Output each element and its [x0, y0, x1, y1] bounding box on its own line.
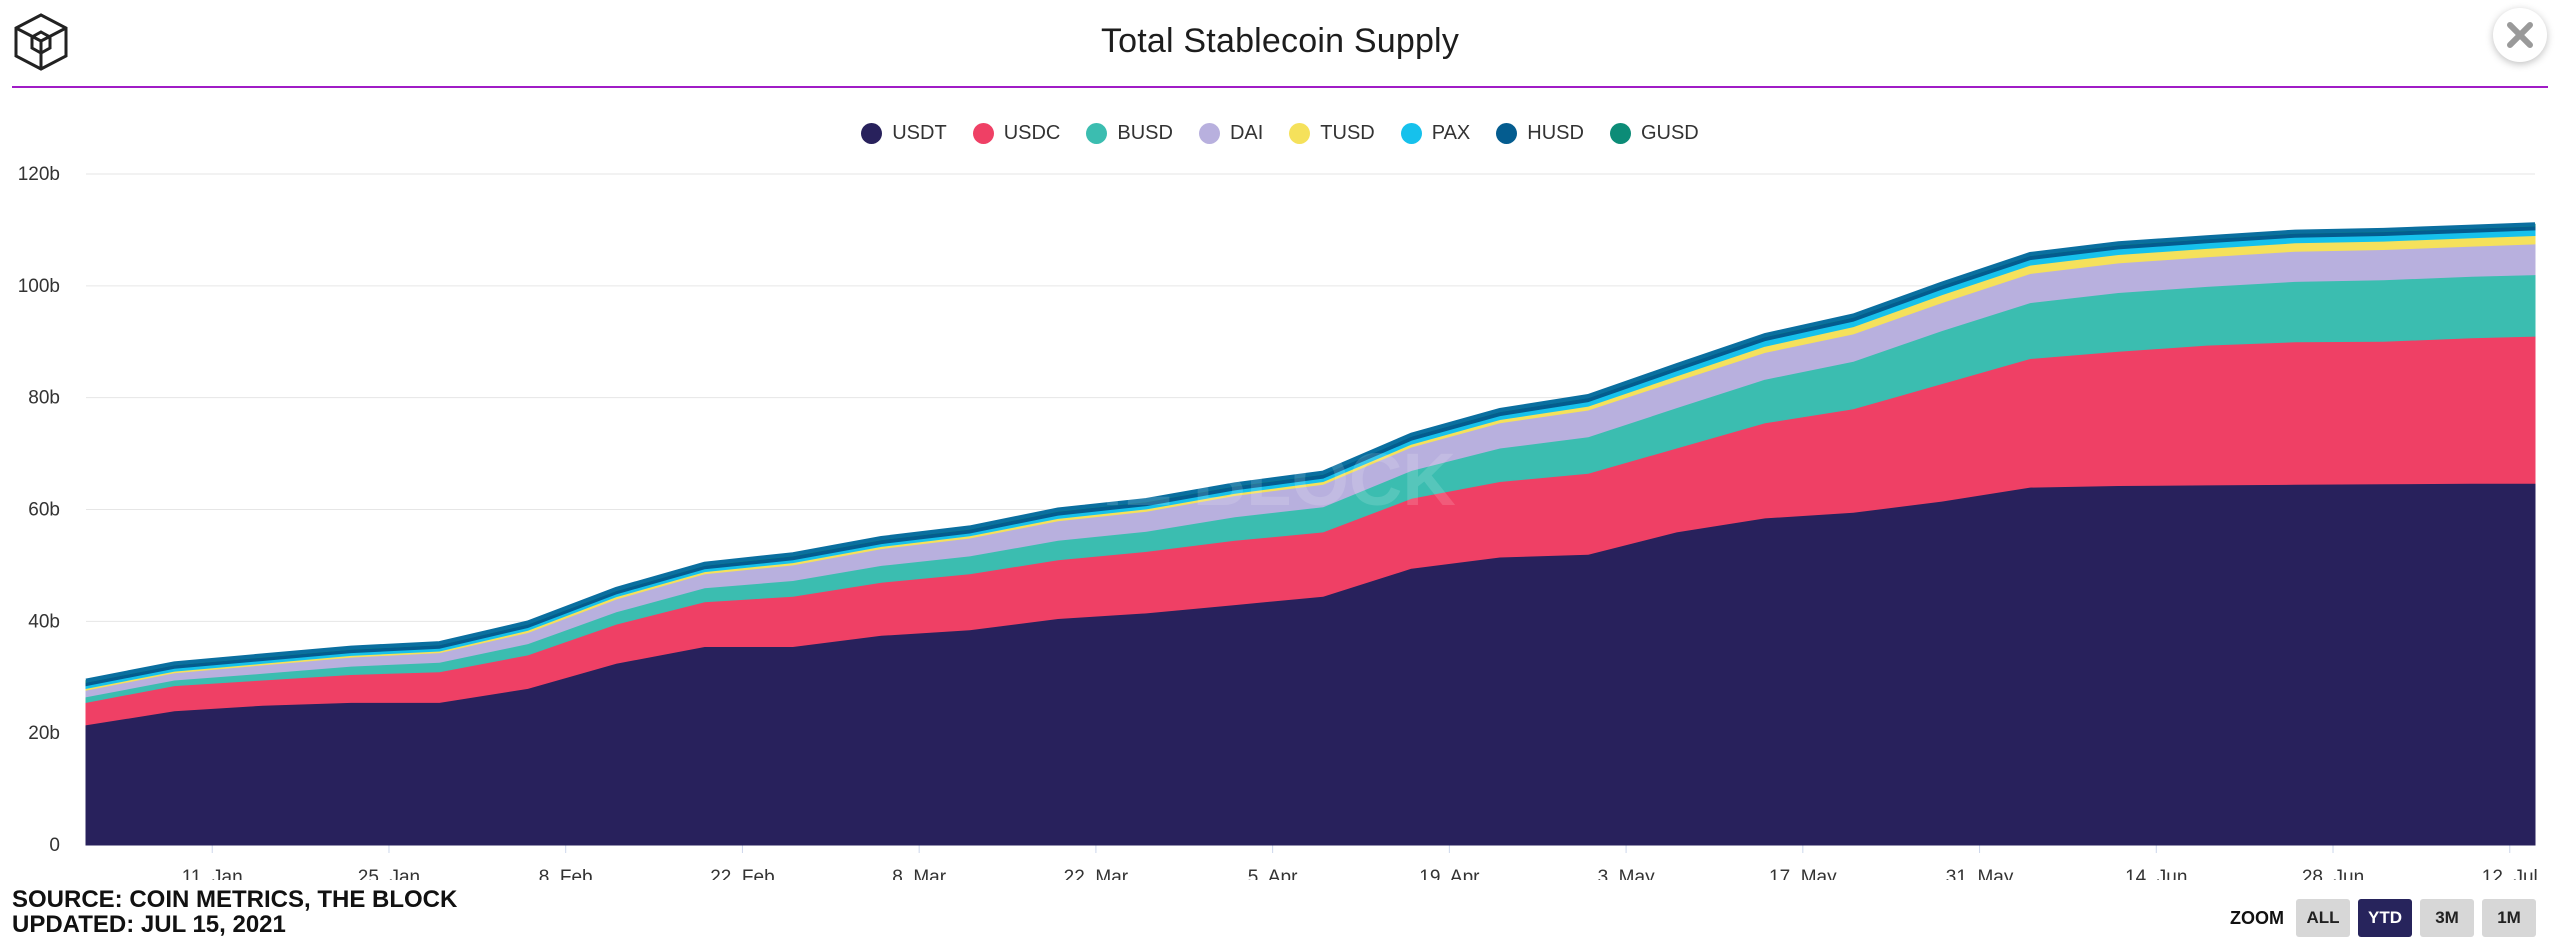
- y-tick-label: 40b: [28, 611, 60, 632]
- watermark-text: THE BLOCK: [1024, 438, 1456, 521]
- x-tick-label: 14. Jun: [2125, 867, 2187, 880]
- legend-label: USDC: [1003, 122, 1061, 144]
- header-divider: [12, 86, 2548, 88]
- legend-label: BUSD: [1117, 122, 1173, 144]
- legend-label: HUSD: [1527, 122, 1584, 144]
- x-tick-label: 25. Jan: [358, 867, 420, 880]
- x-tick-label: 3. May: [1598, 867, 1656, 880]
- page-title: Total Stablecoin Supply: [1100, 22, 1460, 60]
- legend-label: GUSD: [1640, 122, 1699, 144]
- legend-item-usdt[interactable]: USDT: [861, 122, 947, 145]
- legend-swatch: [1609, 123, 1631, 144]
- x-tick-label: 28. Jun: [2302, 867, 2364, 880]
- legend-swatch: [1496, 123, 1518, 144]
- legend-item-busd[interactable]: BUSD: [1086, 122, 1173, 145]
- legend-item-usdc[interactable]: USDC: [972, 122, 1061, 145]
- y-tick-label: 0: [49, 835, 60, 856]
- total-supply-line: [85, 222, 2536, 683]
- x-tick-label: 19. Apr: [1419, 867, 1480, 880]
- x-tick-label: 22. Feb: [710, 867, 774, 880]
- source-note: SOURCE: COIN METRICS, THE BLOCK UPDATED:…: [12, 887, 457, 937]
- x-tick-label: 17. May: [1769, 867, 1837, 880]
- zoom-all-button[interactable]: ALL: [2296, 899, 2350, 937]
- zoom-3m-button[interactable]: 3M: [2420, 899, 2474, 937]
- x-tick-label: 11. Jan: [182, 867, 243, 880]
- legend-item-pax[interactable]: PAX: [1400, 122, 1471, 145]
- y-tick-label: 60b: [28, 500, 60, 521]
- zoom-1m-button[interactable]: 1M: [2482, 899, 2536, 937]
- legend-swatch: [1198, 123, 1220, 144]
- source-text: SOURCE: COIN METRICS, THE BLOCK: [12, 886, 458, 913]
- y-tick-label: 80b: [28, 388, 60, 409]
- legend-swatch: [972, 123, 994, 144]
- x-tick-label: 8. Feb: [539, 867, 593, 880]
- close-x-icon: [2507, 22, 2533, 48]
- legend-item-dai[interactable]: DAI: [1198, 122, 1264, 145]
- y-tick-label: 20b: [28, 723, 60, 744]
- legend-swatch: [1086, 123, 1108, 144]
- legend-label: PAX: [1431, 122, 1471, 144]
- legend-swatch: [1400, 123, 1422, 144]
- legend-item-husd[interactable]: HUSD: [1496, 122, 1584, 145]
- the-block-logo-icon[interactable]: [12, 12, 70, 72]
- zoom-controls: ZOOM ALL YTD 3M 1M: [2230, 899, 2536, 937]
- close-button[interactable]: [2493, 8, 2547, 62]
- updated-text: UPDATED: JUL 15, 2021: [12, 911, 286, 938]
- x-tick-label: 12. Jul: [2482, 867, 2538, 880]
- legend-swatch: [1289, 123, 1311, 144]
- x-tick-label: 31. May: [1946, 867, 2014, 880]
- legend-item-gusd[interactable]: GUSD: [1609, 122, 1699, 145]
- zoom-ytd-button[interactable]: YTD: [2358, 899, 2412, 937]
- x-tick-label: 22. Mar: [1064, 867, 1129, 880]
- legend-swatch: [861, 123, 883, 144]
- x-tick-label: 8. Mar: [892, 867, 947, 880]
- x-tick-label: 5. Apr: [1248, 867, 1298, 880]
- chart-legend: USDT USDC BUSD DAI TUSD PAX HUSD GUSD: [0, 122, 2560, 145]
- legend-label: DAI: [1229, 122, 1264, 144]
- y-tick-label: 120b: [18, 164, 60, 185]
- stacked-area-chart: 0 20b 40b 60b 80b 100b 120b 11. Jan 25. Jan 8. Fe…: [18, 164, 2538, 880]
- legend-label: USDT: [892, 122, 947, 144]
- zoom-label: ZOOM: [2230, 907, 2284, 928]
- legend-label: TUSD: [1320, 122, 1375, 144]
- legend-item-tusd[interactable]: TUSD: [1289, 122, 1375, 145]
- y-tick-label: 100b: [18, 276, 60, 297]
